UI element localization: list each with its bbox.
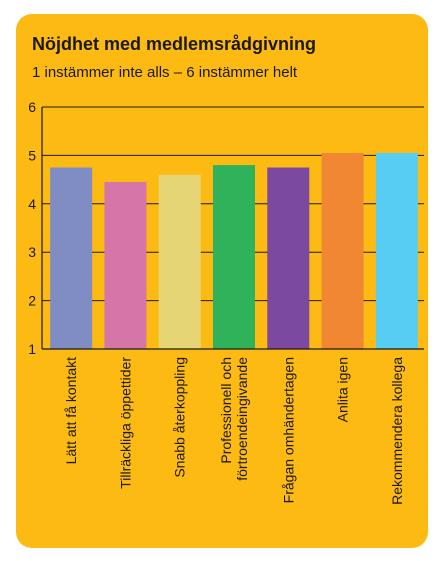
x-tick-label: förtroendeingivande bbox=[234, 357, 250, 481]
y-tick-label: 2 bbox=[28, 293, 36, 309]
x-tick-label: Lätt att få kontakt bbox=[63, 357, 79, 465]
bar bbox=[50, 167, 93, 349]
bar bbox=[267, 167, 310, 349]
chart-subtitle: 1 instämmer inte alls – 6 instämmer helt bbox=[32, 64, 298, 81]
bar bbox=[321, 152, 364, 349]
chart-title: Nöjdhet med medlemsrådgivning bbox=[32, 34, 317, 54]
y-tick-label: 5 bbox=[28, 147, 36, 163]
x-tick-label: Tillräckliga öppettider bbox=[117, 357, 133, 489]
y-tick-label: 4 bbox=[28, 196, 36, 212]
y-tick-label: 6 bbox=[28, 99, 36, 115]
bar bbox=[213, 165, 255, 349]
bar bbox=[158, 174, 201, 349]
x-tick-label: Frågan omhändertagen bbox=[280, 357, 296, 503]
y-tick-label: 3 bbox=[28, 244, 36, 260]
bar bbox=[375, 152, 418, 349]
x-tick-label: Professionell och bbox=[218, 357, 234, 464]
x-tick-label: Rekommendera kollega bbox=[389, 357, 405, 505]
bar bbox=[104, 182, 147, 349]
y-tick-label: 1 bbox=[28, 341, 36, 357]
x-tick-label: Snabb återkoppling bbox=[172, 357, 188, 478]
x-tick-label: Anlita igen bbox=[335, 357, 351, 422]
